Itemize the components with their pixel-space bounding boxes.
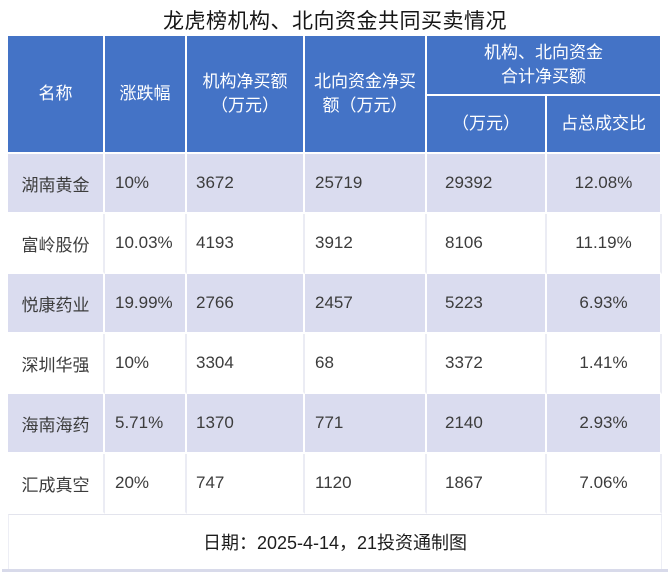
cell-change-percent: 10% [105,334,187,394]
cell-institution-net: 2766 [187,274,305,334]
cell-institution-net: 3304 [187,334,305,394]
cell-turnover-ratio: 11.19% [547,214,662,274]
cell-combined-amount: 8106 [427,214,547,274]
table-row: 富岭股份 10.03% 4193 3912 8106 11.19% [8,214,662,274]
cell-change-percent: 10% [105,154,187,214]
stocks-table: 名称 涨跌幅 机构净买额 （万元） 北向资金净买 额（万元） 机构、北向资金 合… [8,36,662,569]
cell-combined-amount: 1867 [427,454,547,514]
cell-combined-amount: 2140 [427,394,547,454]
table-row: 汇成真空 20% 747 1120 1867 7.06% [8,454,662,514]
cell-stock-name: 悦康药业 [8,274,105,334]
col-header-name: 名称 [8,36,105,154]
col-header-combined-group: 机构、北向资金 合计净买额 [427,36,662,97]
cell-change-percent: 20% [105,454,187,514]
bottom-accent-line [2,569,668,572]
cell-northbound-net: 3912 [305,214,427,274]
cell-institution-net: 1370 [187,394,305,454]
chart-title: 龙虎榜机构、北向资金共同买卖情况 [163,10,507,33]
table-row: 悦康药业 19.99% 2766 2457 5223 6.93% [8,274,662,334]
cell-stock-name: 深圳华强 [8,334,105,394]
cell-turnover-ratio: 6.93% [547,274,662,334]
cell-northbound-net: 771 [305,394,427,454]
cell-change-percent: 5.71% [105,394,187,454]
table-header: 名称 涨跌幅 机构净买额 （万元） 北向资金净买 额（万元） 机构、北向资金 合… [8,36,662,154]
table-row: 湖南黄金 10% 3672 25719 29392 12.08% [8,154,662,214]
cell-institution-net: 4193 [187,214,305,274]
table-row: 海南海药 5.71% 1370 771 2140 2.93% [8,394,662,454]
cell-turnover-ratio: 7.06% [547,454,662,514]
cell-northbound-net: 1120 [305,454,427,514]
cell-turnover-ratio: 1.41% [547,334,662,394]
cell-northbound-net: 68 [305,334,427,394]
cell-institution-net: 747 [187,454,305,514]
cell-northbound-net: 25719 [305,154,427,214]
cell-stock-name: 湖南黄金 [8,154,105,214]
cell-turnover-ratio: 2.93% [547,394,662,454]
table-body: 湖南黄金 10% 3672 25719 29392 12.08% 富岭股份 10… [8,154,662,569]
cell-stock-name: 海南海药 [8,394,105,454]
table-row: 深圳华强 10% 3304 68 3372 1.41% [8,334,662,394]
col-subheader-combined-ratio: 占总成交比 [547,96,662,154]
col-header-change: 涨跌幅 [105,36,187,154]
cell-combined-amount: 29392 [427,154,547,214]
table-footer-row: 日期：2025-4-14，21投资通制图 [8,514,662,569]
cell-stock-name: 富岭股份 [8,214,105,274]
source-note: 日期：2025-4-14，21投资通制图 [8,514,662,569]
col-header-institution-net: 机构净买额 （万元） [187,36,305,154]
cell-combined-amount: 3372 [427,334,547,394]
cell-stock-name: 汇成真空 [8,454,105,514]
col-header-northbound-net: 北向资金净买 额（万元） [305,36,427,154]
cell-turnover-ratio: 12.08% [547,154,662,214]
cell-change-percent: 19.99% [105,274,187,334]
cell-change-percent: 10.03% [105,214,187,274]
cell-institution-net: 3672 [187,154,305,214]
cell-northbound-net: 2457 [305,274,427,334]
cell-combined-amount: 5223 [427,274,547,334]
col-subheader-combined-amount: （万元） [427,96,547,154]
